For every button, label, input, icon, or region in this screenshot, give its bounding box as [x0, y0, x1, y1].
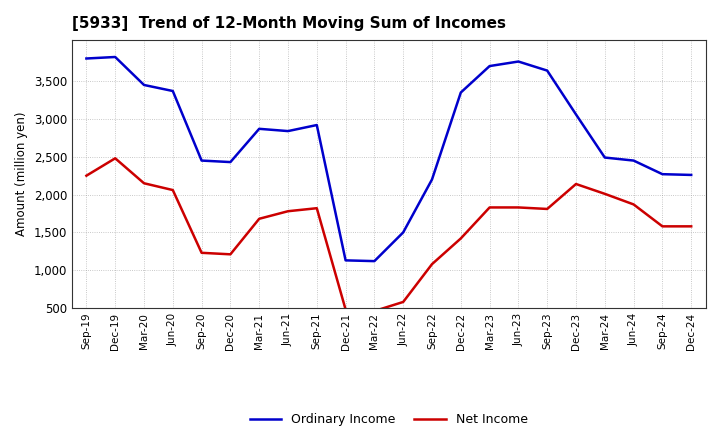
Ordinary Income: [687, 172, 696, 178]
Net Income: [370, 308, 379, 314]
Ordinary Income: [168, 88, 177, 94]
Net Income: [456, 236, 465, 241]
Ordinary Income: [255, 126, 264, 132]
Text: [5933]  Trend of 12-Month Moving Sum of Incomes: [5933] Trend of 12-Month Moving Sum of I…: [72, 16, 506, 32]
Net Income: [572, 181, 580, 187]
Net Income: [600, 191, 609, 197]
Net Income: [312, 205, 321, 211]
Ordinary Income: [197, 158, 206, 163]
Net Income: [629, 202, 638, 207]
Ordinary Income: [399, 230, 408, 235]
Net Income: [197, 250, 206, 256]
Ordinary Income: [600, 155, 609, 160]
Ordinary Income: [629, 158, 638, 163]
Y-axis label: Amount (million yen): Amount (million yen): [15, 112, 28, 236]
Ordinary Income: [572, 112, 580, 117]
Net Income: [341, 307, 350, 312]
Ordinary Income: [226, 159, 235, 165]
Net Income: [226, 252, 235, 257]
Ordinary Income: [82, 56, 91, 61]
Ordinary Income: [284, 128, 292, 134]
Ordinary Income: [485, 63, 494, 69]
Line: Ordinary Income: Ordinary Income: [86, 57, 691, 261]
Ordinary Income: [312, 122, 321, 128]
Net Income: [399, 299, 408, 304]
Net Income: [485, 205, 494, 210]
Ordinary Income: [514, 59, 523, 64]
Net Income: [514, 205, 523, 210]
Ordinary Income: [370, 258, 379, 264]
Net Income: [687, 224, 696, 229]
Net Income: [658, 224, 667, 229]
Net Income: [543, 206, 552, 212]
Legend: Ordinary Income, Net Income: Ordinary Income, Net Income: [245, 408, 533, 431]
Ordinary Income: [341, 258, 350, 263]
Net Income: [140, 180, 148, 186]
Ordinary Income: [111, 55, 120, 60]
Ordinary Income: [658, 172, 667, 177]
Ordinary Income: [543, 68, 552, 73]
Net Income: [111, 156, 120, 161]
Ordinary Income: [456, 90, 465, 95]
Line: Net Income: Net Income: [86, 158, 691, 311]
Ordinary Income: [140, 82, 148, 88]
Net Income: [168, 187, 177, 193]
Ordinary Income: [428, 177, 436, 182]
Net Income: [255, 216, 264, 221]
Net Income: [82, 173, 91, 178]
Net Income: [428, 261, 436, 267]
Net Income: [284, 209, 292, 214]
